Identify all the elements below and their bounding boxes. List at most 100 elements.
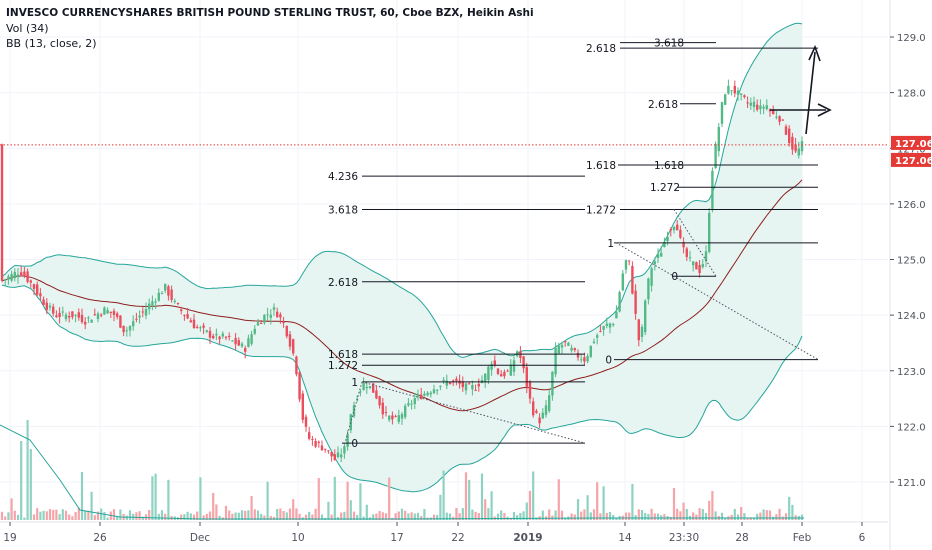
candle-body xyxy=(647,278,650,300)
candle-body xyxy=(234,337,237,345)
candle-body xyxy=(7,276,10,280)
volume-bar xyxy=(253,509,256,520)
candle-body xyxy=(26,271,29,282)
candle-body xyxy=(736,90,740,95)
volume-bar xyxy=(167,479,170,520)
arrows[interactable] xyxy=(770,44,832,135)
candle-body xyxy=(394,416,397,418)
candle-body xyxy=(509,364,512,376)
volume-bar xyxy=(330,514,333,520)
candle-body xyxy=(71,311,74,318)
volume-bar xyxy=(394,513,397,520)
candle-body xyxy=(301,393,304,420)
candle-body xyxy=(141,311,144,313)
y-axis-tick-label: 126.0 xyxy=(897,200,926,211)
volume-bar xyxy=(77,507,80,520)
candle-body xyxy=(84,321,87,325)
volume-bar xyxy=(218,515,221,520)
volume-bar xyxy=(496,513,500,520)
candle-body xyxy=(439,385,442,387)
candle-body xyxy=(61,311,64,313)
volume-bar xyxy=(640,510,644,520)
x-axis[interactable]: 19 26 Dec 10 17 22 2019 14 23:30 28 Feb 6 xyxy=(0,521,888,544)
candle-body xyxy=(637,319,640,341)
candle-body xyxy=(368,386,372,388)
legend-volume[interactable]: Vol (34) xyxy=(6,22,49,35)
candle-body xyxy=(202,325,205,328)
volume-bar xyxy=(349,500,352,520)
volume-bar xyxy=(720,512,724,520)
volume-bar xyxy=(343,511,346,520)
volume-bar xyxy=(612,514,615,520)
volume-bar xyxy=(314,508,317,520)
volume-bar xyxy=(733,508,736,520)
candle-body xyxy=(199,327,202,329)
candle-body xyxy=(560,344,564,348)
candle-body xyxy=(183,314,186,316)
candle-body xyxy=(640,326,644,337)
volume-bar xyxy=(557,479,560,520)
candle-body xyxy=(426,392,429,396)
legend-title[interactable]: INVESCO CURRENCYSHARES BRITISH POUND STE… xyxy=(6,7,534,19)
candle-body xyxy=(250,334,253,344)
volume-bar xyxy=(407,513,410,520)
volume-bar xyxy=(29,449,32,520)
candle-body xyxy=(548,395,551,411)
volume-bar xyxy=(416,512,420,520)
candle-body xyxy=(541,412,544,419)
candle-body xyxy=(205,330,208,332)
volume-bar xyxy=(100,508,103,520)
volume-bar xyxy=(365,504,368,520)
candle-body xyxy=(653,261,656,265)
volume-bar xyxy=(378,510,381,520)
legend-bollinger[interactable]: BB (13, close, 2) xyxy=(6,37,97,50)
price-tag-bottom: 127.06 xyxy=(895,156,932,167)
volume-bar xyxy=(583,509,586,520)
volume-bar xyxy=(20,441,23,520)
chart-legend[interactable]: INVESCO CURRENCYSHARES BRITISH POUND STE… xyxy=(6,6,534,51)
volume-bar xyxy=(599,513,602,520)
candle-body xyxy=(109,311,112,313)
candle-body xyxy=(164,283,167,291)
candle-body xyxy=(116,313,119,317)
volume-bar xyxy=(663,514,666,520)
fib-level-label: 2.618 xyxy=(586,43,616,55)
candle-body xyxy=(672,226,676,231)
candle-body xyxy=(212,335,215,339)
volume-bar xyxy=(458,513,461,520)
candle-body xyxy=(688,257,692,259)
candle-body xyxy=(269,314,272,318)
candle-body xyxy=(704,251,708,261)
volume-bar xyxy=(589,512,592,520)
candle-body xyxy=(308,432,311,439)
candle-body xyxy=(208,330,212,338)
candle-body xyxy=(698,265,701,274)
candle-body xyxy=(128,326,132,331)
candle-body xyxy=(48,305,52,308)
candle-body xyxy=(349,414,352,431)
candle-body xyxy=(272,307,276,310)
volume-bar xyxy=(292,499,295,520)
candle-body xyxy=(448,382,452,384)
y-axis[interactable]: 121.0122.0123.0124.0125.0126.0127.0128.0… xyxy=(889,0,932,550)
volume-bar xyxy=(228,510,231,520)
volume-bar xyxy=(762,509,765,520)
volume-bar xyxy=(135,512,138,520)
volume-bar xyxy=(346,481,349,520)
candle-body xyxy=(576,352,580,358)
bollinger-bands xyxy=(1,22,803,493)
volume-bar xyxy=(295,508,298,520)
volume-bar xyxy=(333,476,336,520)
volume-bar xyxy=(519,512,522,520)
arrow-right-head xyxy=(817,103,832,117)
candle-body xyxy=(749,102,752,106)
price-tag-top: 127.06 xyxy=(895,139,932,150)
volume-bar xyxy=(676,508,679,520)
candle-body xyxy=(80,314,84,323)
candle-body xyxy=(327,450,330,452)
volume-bar xyxy=(304,514,308,520)
candle-body xyxy=(352,405,356,417)
volume-bar xyxy=(372,514,375,520)
